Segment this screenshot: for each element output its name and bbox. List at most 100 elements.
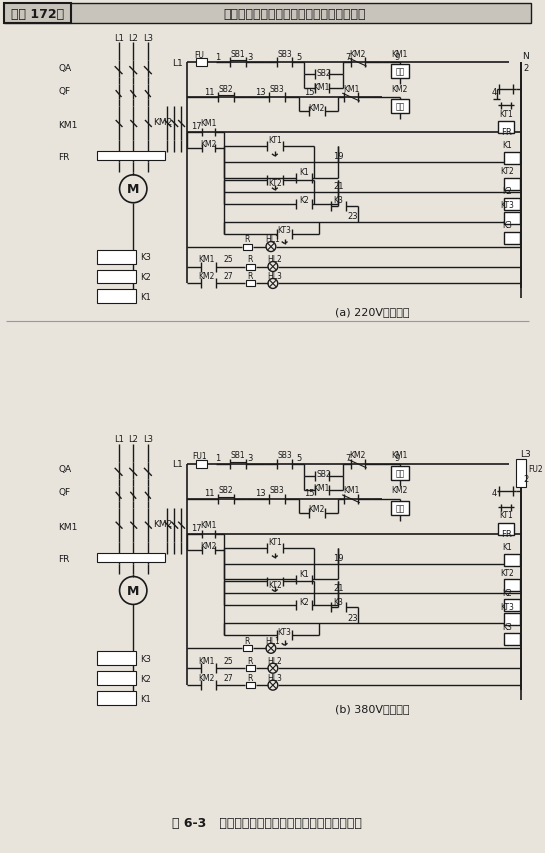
- Text: SB3: SB3: [269, 84, 284, 94]
- Text: 25: 25: [223, 656, 233, 665]
- Text: HL2: HL2: [268, 656, 282, 665]
- Text: KM2: KM2: [153, 119, 172, 127]
- Bar: [196, 59, 208, 67]
- Text: SB2: SB2: [219, 84, 233, 94]
- Bar: [97, 152, 166, 160]
- Text: KM1: KM1: [200, 520, 216, 530]
- Text: K3: K3: [502, 622, 512, 631]
- Text: KM2: KM2: [200, 542, 216, 550]
- Text: QF: QF: [58, 86, 70, 96]
- Bar: [516, 460, 526, 487]
- Text: L2: L2: [128, 435, 138, 444]
- Bar: [504, 600, 520, 612]
- Text: QA: QA: [58, 64, 71, 73]
- Text: K3: K3: [141, 252, 152, 262]
- Text: KM1: KM1: [58, 523, 77, 531]
- Text: R: R: [248, 255, 253, 264]
- Text: SB1: SB1: [231, 49, 245, 59]
- Text: 1: 1: [216, 53, 221, 61]
- Text: M: M: [127, 183, 140, 196]
- Text: K2: K2: [141, 273, 152, 281]
- Bar: [504, 232, 520, 244]
- Text: 4: 4: [492, 88, 497, 96]
- Text: 11: 11: [204, 88, 215, 96]
- Text: R: R: [244, 235, 249, 244]
- Text: KM2: KM2: [153, 519, 172, 529]
- Text: 3: 3: [248, 53, 253, 61]
- Bar: [97, 671, 136, 685]
- Text: 21: 21: [333, 583, 343, 592]
- Bar: [504, 580, 520, 592]
- Bar: [4, 4, 71, 24]
- Bar: [391, 100, 409, 114]
- Bar: [196, 461, 208, 468]
- Text: SB2: SB2: [316, 68, 331, 78]
- Text: FR: FR: [58, 154, 69, 162]
- Text: KM2: KM2: [350, 49, 366, 59]
- Text: FR: FR: [501, 530, 512, 538]
- Text: KM2: KM2: [308, 103, 325, 113]
- Text: HL1: HL1: [265, 636, 280, 645]
- Bar: [246, 665, 255, 671]
- Bar: [504, 178, 520, 190]
- Text: FR: FR: [501, 128, 512, 137]
- Bar: [504, 554, 520, 566]
- Bar: [246, 264, 255, 270]
- Text: L1: L1: [172, 460, 183, 469]
- Text: 21: 21: [333, 182, 343, 191]
- Text: FU: FU: [195, 50, 204, 60]
- Text: KM2: KM2: [308, 505, 325, 514]
- Text: SB3: SB3: [269, 485, 284, 495]
- Text: N: N: [523, 52, 529, 61]
- Text: L3: L3: [520, 450, 531, 459]
- Text: FU2: FU2: [528, 465, 542, 473]
- Text: KT1: KT1: [499, 511, 513, 519]
- Text: R: R: [244, 636, 249, 645]
- Bar: [504, 153, 520, 165]
- Text: L2: L2: [128, 34, 138, 43]
- Bar: [4, 4, 531, 24]
- Text: 》例 172》: 》例 172》: [11, 8, 64, 20]
- Text: K2: K2: [502, 589, 512, 597]
- Bar: [499, 523, 514, 535]
- Text: 7: 7: [346, 53, 351, 61]
- Text: KT1: KT1: [499, 109, 513, 119]
- Text: KM1: KM1: [392, 49, 408, 59]
- Text: (a) 220V控制回路: (a) 220V控制回路: [335, 307, 410, 317]
- Text: K1: K1: [299, 569, 309, 578]
- Text: K1: K1: [299, 168, 309, 177]
- Text: KT3: KT3: [500, 602, 514, 612]
- Text: KT3: KT3: [277, 627, 292, 636]
- Bar: [504, 634, 520, 646]
- Text: 3: 3: [248, 454, 253, 463]
- Text: K3: K3: [502, 221, 512, 230]
- Text: 23: 23: [348, 613, 358, 622]
- Text: SB2: SB2: [316, 470, 331, 479]
- Text: KM2: KM2: [392, 84, 408, 94]
- Text: K2: K2: [299, 196, 309, 205]
- Text: KM1: KM1: [198, 656, 215, 665]
- Text: M: M: [127, 584, 140, 597]
- Text: L1: L1: [114, 34, 124, 43]
- Text: K2: K2: [141, 674, 152, 683]
- Text: KM1: KM1: [343, 485, 359, 495]
- Text: 9: 9: [394, 53, 399, 61]
- Text: KM1: KM1: [313, 484, 330, 493]
- Text: KT1: KT1: [268, 136, 282, 145]
- Text: 下降: 下降: [395, 102, 404, 112]
- Text: KM1: KM1: [58, 121, 77, 131]
- Text: 11: 11: [204, 489, 215, 497]
- Bar: [97, 691, 136, 705]
- Text: K2: K2: [502, 187, 512, 196]
- Text: 13: 13: [255, 88, 265, 96]
- Text: 5: 5: [296, 53, 302, 61]
- Bar: [243, 646, 252, 652]
- Bar: [97, 250, 136, 264]
- Text: R: R: [248, 271, 253, 281]
- Text: KM2: KM2: [198, 271, 215, 281]
- Text: 27: 27: [223, 673, 233, 682]
- Text: R: R: [248, 656, 253, 665]
- Text: KM2: KM2: [200, 140, 216, 149]
- Text: KT3: KT3: [500, 201, 514, 210]
- Text: KT2: KT2: [500, 568, 514, 577]
